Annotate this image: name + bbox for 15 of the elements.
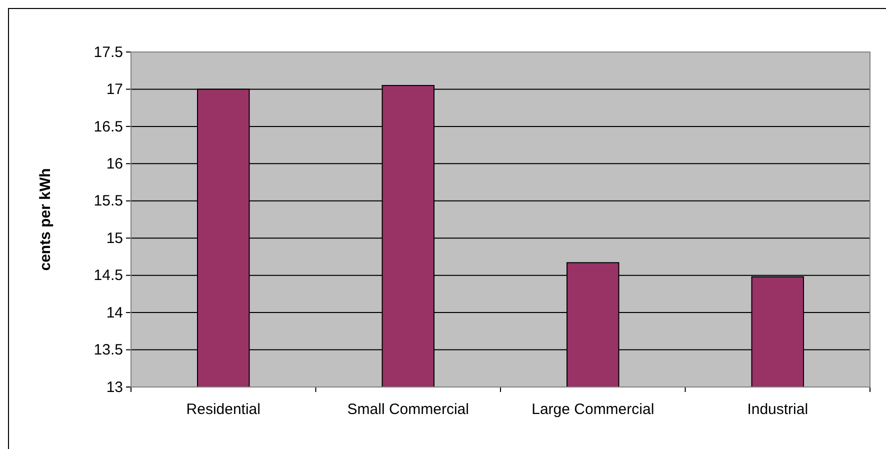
y-tick-label: 16	[106, 155, 123, 172]
y-tick-label: 14	[106, 304, 123, 322]
y-tick-label: 13.5	[94, 342, 123, 359]
y-tick-label: 13	[106, 378, 123, 396]
y-axis-title: cents per kWh	[37, 168, 54, 271]
y-tick-label: 15	[106, 230, 123, 247]
y-tick-label: 16.5	[94, 118, 123, 136]
x-tick-label: Small Commercial	[347, 401, 469, 418]
y-tick-label: 17	[106, 81, 123, 98]
x-tick-label: Industrial	[747, 401, 808, 418]
y-tick-label: 17.5	[94, 44, 123, 61]
y-tick-label: 15.5	[94, 192, 123, 210]
y-tick-label: 14.5	[94, 267, 123, 284]
x-tick-label: Large Commercial	[532, 401, 654, 418]
x-tick-label: Residential	[186, 401, 260, 418]
